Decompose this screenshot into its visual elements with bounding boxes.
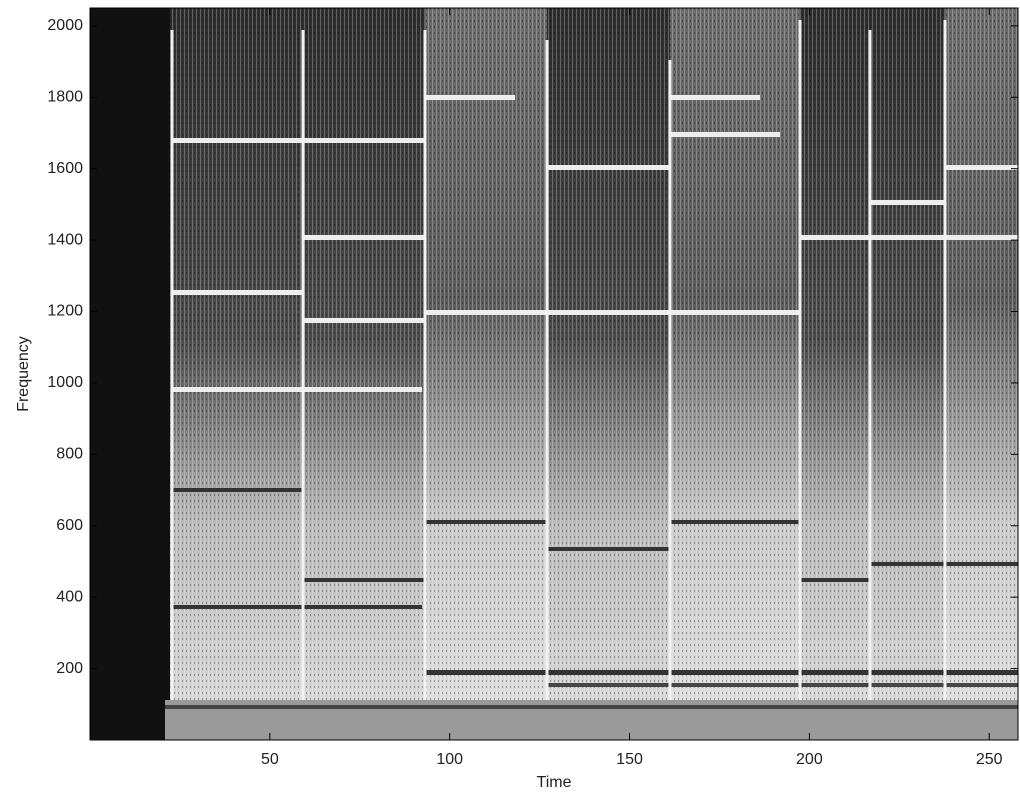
x-tick-label: 200 bbox=[796, 751, 823, 768]
plot-frame bbox=[89, 7, 1019, 741]
spectrogram-image bbox=[90, 8, 1018, 740]
y-tick-label: 1600 bbox=[47, 160, 83, 177]
y-tick-label: 1800 bbox=[47, 88, 83, 105]
y-tick-label: 600 bbox=[56, 517, 83, 534]
y-tick-label: 800 bbox=[56, 446, 83, 463]
x-tick-label: 100 bbox=[436, 751, 463, 768]
x-tick-label: 50 bbox=[261, 751, 279, 768]
y-tick-label: 1200 bbox=[47, 303, 83, 320]
y-tick-label: 400 bbox=[56, 588, 83, 605]
y-axis-label: Frequency bbox=[15, 336, 32, 412]
x-tick-label: 150 bbox=[616, 751, 643, 768]
y-tick-label: 2000 bbox=[47, 17, 83, 34]
x-tick-label: 250 bbox=[976, 751, 1003, 768]
y-tick-label: 1400 bbox=[47, 231, 83, 248]
x-axis-label: Time bbox=[537, 774, 572, 791]
y-tick-label: 1000 bbox=[47, 374, 83, 391]
y-tick-label: 200 bbox=[56, 660, 83, 677]
